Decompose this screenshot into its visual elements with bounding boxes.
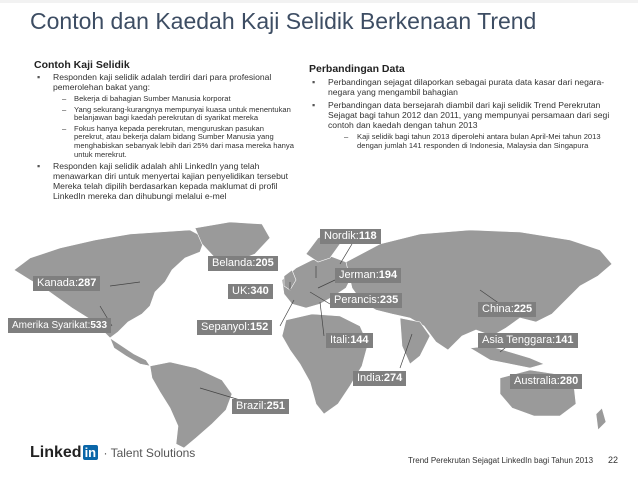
slide-title: Contoh dan Kaedah Kaji Selidik Berkenaan… (30, 8, 537, 34)
nz-shape (595, 407, 607, 431)
left-sub-1: Bekerja di bahagian Sumber Manusia korpo… (34, 94, 296, 104)
label-jerman: Jerman:194 (335, 268, 402, 283)
right-bullet-2: Perbandingan data bersejarah diambil dar… (309, 100, 619, 130)
north-america-shape (13, 229, 206, 339)
left-column: Responden kaji selidik adalah terdiri da… (34, 72, 296, 204)
linkedin-in-icon: in (82, 445, 99, 460)
southeast-asia-shape (469, 345, 545, 369)
top-rule (0, 0, 638, 3)
left-bullet-2: Responden kaji selidik adalah ahli Linke… (34, 161, 296, 201)
label-china: China:225 (478, 302, 537, 317)
africa-shape (281, 313, 369, 415)
label-india: India:274 (353, 371, 407, 386)
south-america-shape (149, 361, 233, 449)
footer-caption: Trend Perekrutan Sejagat LinkedIn bagi T… (408, 456, 594, 465)
label-uk: UK:340 (228, 284, 273, 299)
asia-shape (345, 229, 613, 351)
label-brazil: Brazil:251 (232, 399, 289, 414)
label-amerika-syarikat: Amerika Syarikat:533 (8, 318, 112, 333)
label-perancis: Perancis:235 (330, 293, 403, 308)
label-itali: Itali:144 (326, 333, 373, 348)
left-sub-3: Fokus hanya kepada perekrutan, mengurusk… (34, 124, 296, 159)
linkedin-logo: Linked in · Talent Solutions (30, 444, 196, 461)
label-australia: Australia:280 (510, 374, 583, 389)
india-shape (399, 317, 431, 365)
label-kanada: Kanada:287 (33, 276, 101, 291)
page-number: 22 (608, 455, 619, 465)
label-sepanyol: Sepanyol:152 (197, 320, 273, 335)
left-bullet-1: Responden kaji selidik adalah terdiri da… (34, 72, 296, 92)
label-asia-tenggara: Asia Tenggara:141 (478, 333, 578, 348)
label-nordik: Nordik:118 (320, 229, 381, 244)
label-belanda: Belanda:205 (208, 256, 278, 271)
right-heading: Perbandingan Data (309, 63, 405, 75)
right-column: Perbandingan sejagat dilaporkan sebagai … (309, 77, 619, 152)
uk-shape (283, 269, 297, 291)
right-sub-1: Kaji selidik bagi tahun 2013 diperolehi … (309, 132, 619, 150)
left-sub-2: Yang sekurang-kurangnya mempunyai kuasa … (34, 105, 296, 123)
right-bullet-1: Perbandingan sejagat dilaporkan sebagai … (309, 77, 619, 97)
greenland-shape (194, 221, 271, 263)
central-america-shape (109, 337, 151, 367)
left-heading: Contoh Kaji Selidik (34, 59, 130, 71)
